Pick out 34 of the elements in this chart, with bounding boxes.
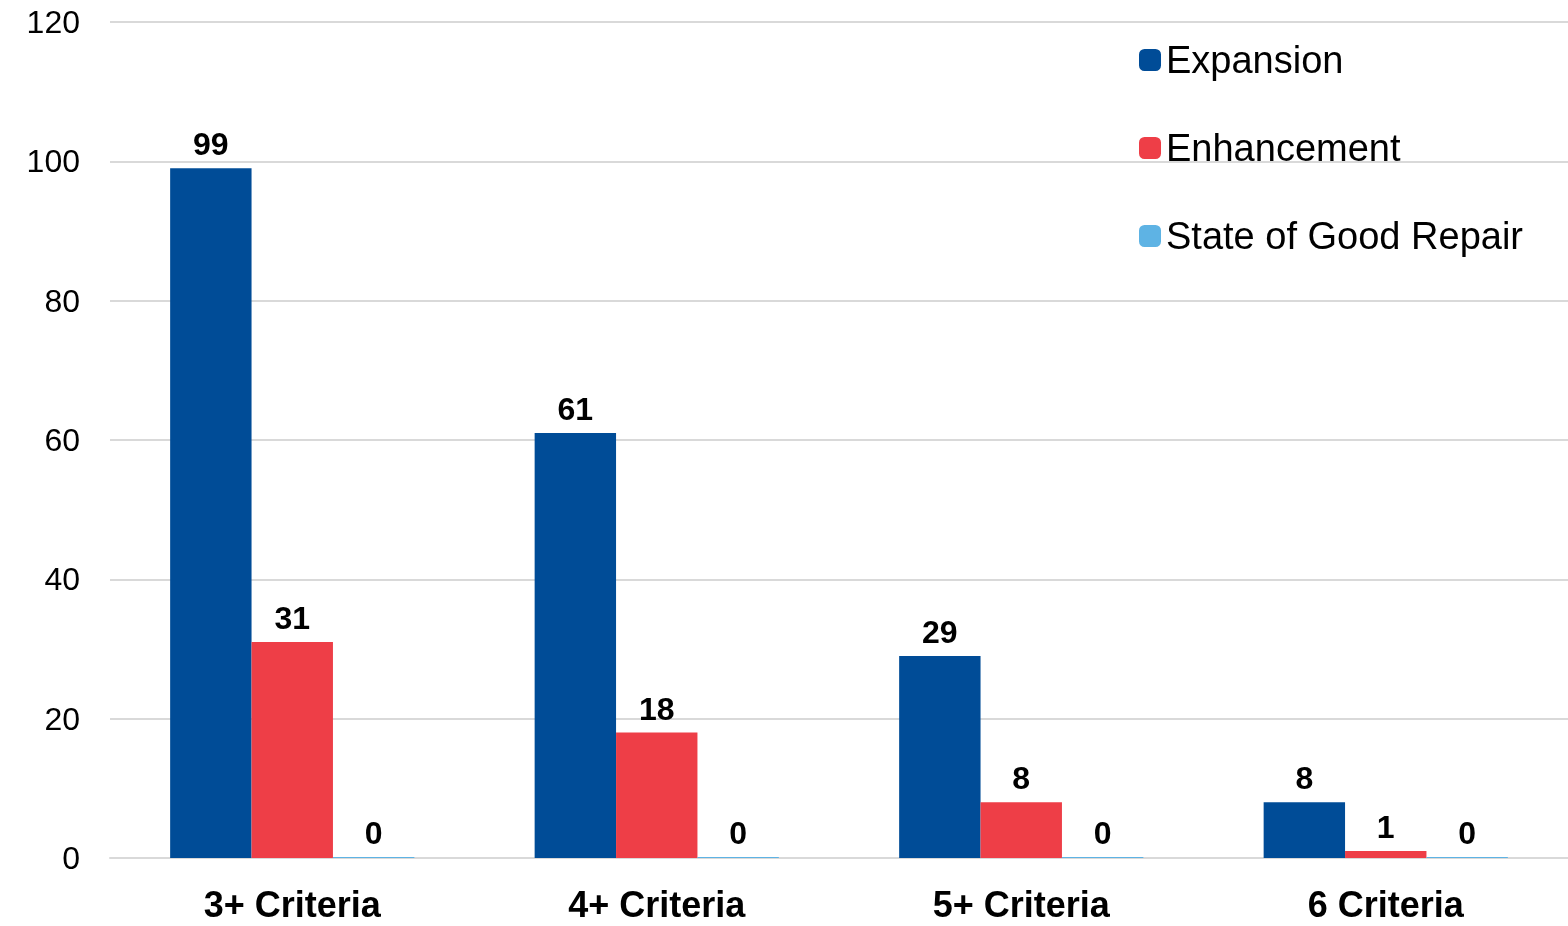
bar [251,642,333,858]
data-label: 99 [193,126,229,163]
bar [1263,802,1346,858]
data-label: 8 [1012,760,1031,797]
legend-label: Enhancement [1166,127,1401,169]
data-label: 29 [922,613,958,650]
data-label: 0 [729,815,748,851]
data-label: 0 [1458,815,1477,851]
x-tick-label: 3+ Criteria [203,883,382,925]
y-tick-label: 0 [62,840,80,876]
legend-label: Expansion [1166,39,1344,81]
bar [616,732,698,858]
y-tick-label: 60 [44,422,80,458]
bar [1345,851,1427,858]
data-label: 8 [1295,760,1314,797]
x-tick-label: 4+ Criteria [568,883,747,925]
y-tick-label: 100 [26,143,80,180]
y-tick-label: 20 [44,700,80,737]
bar [899,655,981,858]
y-tick-label: 40 [44,561,80,598]
bar [534,433,617,858]
data-label: 18 [638,690,675,727]
data-label: 61 [557,391,594,428]
bar [980,802,1062,858]
bar [170,168,252,858]
x-tick-label: 5+ Criteria [932,883,1111,925]
y-tick-label: 80 [44,282,80,319]
data-label: 0 [364,815,383,851]
data-label: 0 [1093,815,1112,851]
y-tick-label: 120 [26,4,80,40]
data-label: 31 [274,600,311,637]
legend-label: State of Good Repair [1166,215,1524,257]
x-tick-label: 6 Criteria [1307,883,1465,925]
data-label: 1 [1376,809,1395,846]
